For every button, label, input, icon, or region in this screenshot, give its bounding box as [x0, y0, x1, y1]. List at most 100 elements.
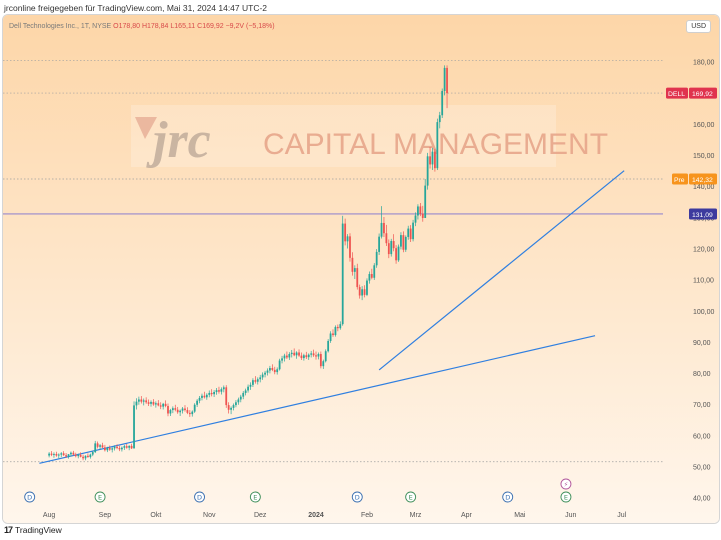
candle-body: [53, 453, 55, 455]
candle-body: [120, 447, 123, 450]
candle-body: [436, 122, 439, 169]
candlestick-chart[interactable]: jrc CAPITAL MANAGEMENT40,0050,0060,0070,0…: [3, 15, 719, 523]
candle-body: [412, 222, 414, 240]
candle-body: [276, 369, 279, 373]
candle-body: [349, 236, 351, 258]
candle-body: [203, 395, 206, 398]
candle-body: [404, 236, 407, 250]
candle-body: [351, 257, 354, 272]
y-tick-label: 70,00: [693, 402, 711, 409]
candle-body: [252, 380, 254, 385]
trendline: [39, 335, 596, 464]
candle-body: [70, 452, 72, 455]
x-tick-label: Mrz: [410, 512, 422, 519]
y-tick-label: 160,00: [693, 122, 715, 129]
candle-body: [417, 206, 419, 216]
ohlc-change: −9,2V (−5,18%): [225, 23, 275, 30]
candle-body: [186, 410, 189, 413]
event-marker-earnings: [94, 491, 106, 503]
event-marker-label: D: [505, 493, 510, 501]
y-tick-label: 100,00: [693, 309, 715, 316]
candle-body: [361, 289, 364, 296]
price-badge-label: DELL: [668, 91, 685, 98]
symbol-name: Dell Technologies Inc., 1T, NYSE: [9, 23, 112, 30]
candle-body: [298, 352, 300, 356]
currency-button[interactable]: USD: [686, 20, 711, 33]
candle-body: [295, 352, 298, 356]
candle-body: [62, 453, 65, 456]
candle-body: [205, 394, 208, 398]
watermark-logo-mark: [135, 117, 157, 139]
candle-body: [395, 248, 397, 261]
price-badge: [689, 208, 717, 220]
candle-body: [184, 408, 186, 411]
event-marker-dividend: [502, 491, 514, 503]
event-marker-label: D: [197, 493, 202, 501]
candle-body: [50, 453, 53, 455]
candle-body: [60, 453, 63, 455]
candle-body: [353, 268, 356, 272]
candle-body: [179, 410, 182, 413]
trendline: [378, 170, 625, 371]
candle-body: [157, 403, 160, 406]
tradingview-brand: TradingView: [15, 525, 62, 535]
candle-body: [201, 395, 203, 398]
candle-body: [288, 354, 291, 358]
candle-body: [431, 151, 434, 165]
candle-body: [67, 454, 70, 457]
price-badge: [689, 87, 717, 99]
candle-body: [383, 222, 385, 234]
candle-body: [242, 392, 245, 397]
shared-by-text: jrconline freigegeben für TradingView.co…: [4, 3, 268, 13]
candle-body: [140, 399, 143, 402]
candle-body: [174, 408, 177, 410]
candle-body: [169, 410, 172, 414]
x-tick-label: Nov: [203, 512, 216, 519]
candle-body: [332, 333, 334, 336]
event-marker-earnings: [249, 491, 261, 503]
candle-body: [358, 287, 361, 296]
candle-body: [344, 223, 347, 242]
candle-body: [239, 396, 242, 400]
candle-body: [414, 215, 417, 223]
candle-body: [319, 354, 322, 367]
candle-body: [266, 370, 269, 373]
candle-body: [89, 454, 92, 458]
x-tick-label: Apr: [461, 512, 473, 519]
ohlc-close: C169,92: [197, 23, 224, 30]
watermark-panel: [131, 105, 556, 167]
candle-body: [317, 354, 320, 357]
x-tick-label: Sep: [99, 512, 112, 519]
candle-body: [142, 400, 145, 402]
y-tick-label: 50,00: [693, 464, 711, 471]
candle-body: [264, 372, 266, 375]
candle-body: [162, 403, 165, 407]
candle-body: [137, 399, 140, 402]
candle-body: [99, 445, 101, 447]
candle-body: [426, 156, 429, 186]
candle-body: [310, 353, 313, 355]
candle-body: [87, 455, 89, 458]
candle-body: [424, 185, 427, 218]
candle-body: [210, 392, 213, 395]
candle-body: [300, 355, 303, 359]
x-tick-label: Jun: [565, 512, 576, 519]
candle-body: [305, 355, 308, 358]
ohlc-low: L165,11: [170, 23, 196, 30]
candle-body: [247, 386, 249, 391]
price-badge-value: 169,92: [692, 91, 713, 98]
chart-frame[interactable]: jrc CAPITAL MANAGEMENT 40,00 50,00 60,00 70,0…: [2, 14, 720, 524]
candle-body: [116, 446, 118, 449]
candle-body: [392, 241, 395, 249]
candle-body: [230, 407, 232, 410]
candle-body: [167, 406, 169, 414]
candle-body: [193, 404, 196, 412]
candle-body: [285, 355, 288, 358]
candle-body: [208, 392, 211, 395]
chart-background: [3, 15, 719, 523]
candle-body: [181, 408, 184, 411]
candle-body: [145, 400, 148, 403]
candle-body: [125, 446, 128, 448]
candle-body: [409, 228, 412, 240]
candle-body: [48, 453, 51, 456]
